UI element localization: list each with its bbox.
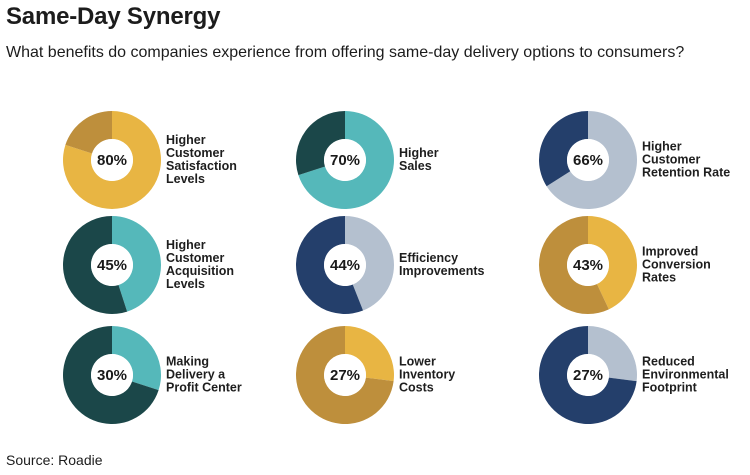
donut-remainder-segment bbox=[62, 216, 128, 314]
donut-panel: 80% Higher Customer Satisfaction Levels bbox=[62, 110, 302, 220]
donut-chart: 27% bbox=[296, 326, 394, 424]
donut-remainder-segment bbox=[296, 326, 394, 424]
source-note: Source: Roadie bbox=[6, 452, 103, 468]
donut-percent-label: 27% bbox=[573, 367, 603, 384]
donut-value-segment bbox=[345, 326, 394, 382]
donut-panel: 66% Higher Customer Retention Rate bbox=[538, 110, 750, 220]
donut-center bbox=[324, 354, 366, 396]
donut-chart: 27% bbox=[539, 326, 637, 424]
donut-percent-label: 80% bbox=[97, 152, 127, 169]
donut-chart: 43% bbox=[539, 216, 637, 314]
donut-percent-label: 70% bbox=[330, 152, 360, 169]
donut-chart: 66% bbox=[539, 111, 637, 209]
donut-remainder-segment bbox=[296, 111, 345, 176]
page-title: Same-Day Synergy bbox=[6, 3, 221, 30]
donut-remainder-segment bbox=[539, 216, 609, 314]
donut-value-segment bbox=[345, 216, 394, 311]
donut-chart: 30% bbox=[63, 326, 161, 424]
donut-center bbox=[567, 139, 609, 181]
donut-panel: 27% Lower Inventory Costs bbox=[295, 325, 535, 435]
donut-value-segment bbox=[112, 216, 161, 312]
donut-center bbox=[324, 139, 366, 181]
donut-percent-label: 44% bbox=[330, 257, 360, 274]
donut-remainder-segment bbox=[539, 111, 588, 187]
donut-remainder-segment bbox=[539, 326, 637, 424]
donut-percent-label: 66% bbox=[573, 152, 603, 169]
donut-center bbox=[91, 244, 133, 286]
donut-remainder-segment bbox=[65, 111, 112, 154]
donut-value-segment bbox=[112, 326, 161, 391]
donut-remainder-segment bbox=[296, 216, 364, 314]
donut-category-label: Improved Conversion Rates bbox=[642, 244, 711, 285]
donut-percent-label: 27% bbox=[330, 367, 360, 384]
donut-center bbox=[91, 139, 133, 181]
donut-category-label: Higher Customer Retention Rate bbox=[642, 139, 731, 180]
donut-center bbox=[91, 354, 133, 396]
donut-category-label: Higher Customer Satisfaction Levels bbox=[166, 133, 237, 186]
donut-chart: 80% bbox=[63, 111, 161, 209]
donut-remainder-segment bbox=[63, 326, 159, 424]
donut-category-label: Efficiency Improvements bbox=[399, 251, 485, 278]
donut-center bbox=[324, 244, 366, 286]
donut-value-segment bbox=[63, 111, 161, 209]
donut-panel: 44% Efficiency Improvements bbox=[295, 215, 535, 325]
donut-percent-label: 43% bbox=[573, 257, 603, 274]
donut-value-segment bbox=[298, 111, 394, 209]
donut-value-segment bbox=[588, 326, 637, 382]
donut-category-label: Making Delivery a Profit Center bbox=[166, 354, 242, 395]
donut-panel: 27% Reduced Environmental Footprint bbox=[538, 325, 750, 435]
donut-panel: 43% Improved Conversion Rates bbox=[538, 215, 750, 325]
donut-percent-label: 45% bbox=[97, 257, 127, 274]
donut-panel: 45% Higher Customer Acquisition Levels bbox=[62, 215, 302, 325]
donut-panel: 70% Higher Sales bbox=[295, 110, 535, 220]
donut-category-label: Lower Inventory Costs bbox=[399, 354, 456, 395]
donut-chart: 44% bbox=[296, 216, 394, 314]
donut-category-label: Higher Customer Acquisition Levels bbox=[166, 238, 235, 291]
donut-percent-label: 30% bbox=[97, 367, 127, 384]
donut-chart: 45% bbox=[62, 216, 161, 314]
donut-center bbox=[567, 354, 609, 396]
donut-panel: 30% Making Delivery a Profit Center bbox=[62, 325, 302, 435]
donut-category-label: Reduced Environmental Footprint bbox=[642, 354, 729, 395]
donut-chart: 70% bbox=[296, 111, 394, 209]
donut-value-segment bbox=[588, 216, 637, 310]
donut-category-label: Higher Sales bbox=[399, 146, 439, 173]
page-subtitle: What benefits do companies experience fr… bbox=[6, 44, 685, 61]
donut-center bbox=[567, 244, 609, 286]
donut-value-segment bbox=[546, 111, 637, 209]
